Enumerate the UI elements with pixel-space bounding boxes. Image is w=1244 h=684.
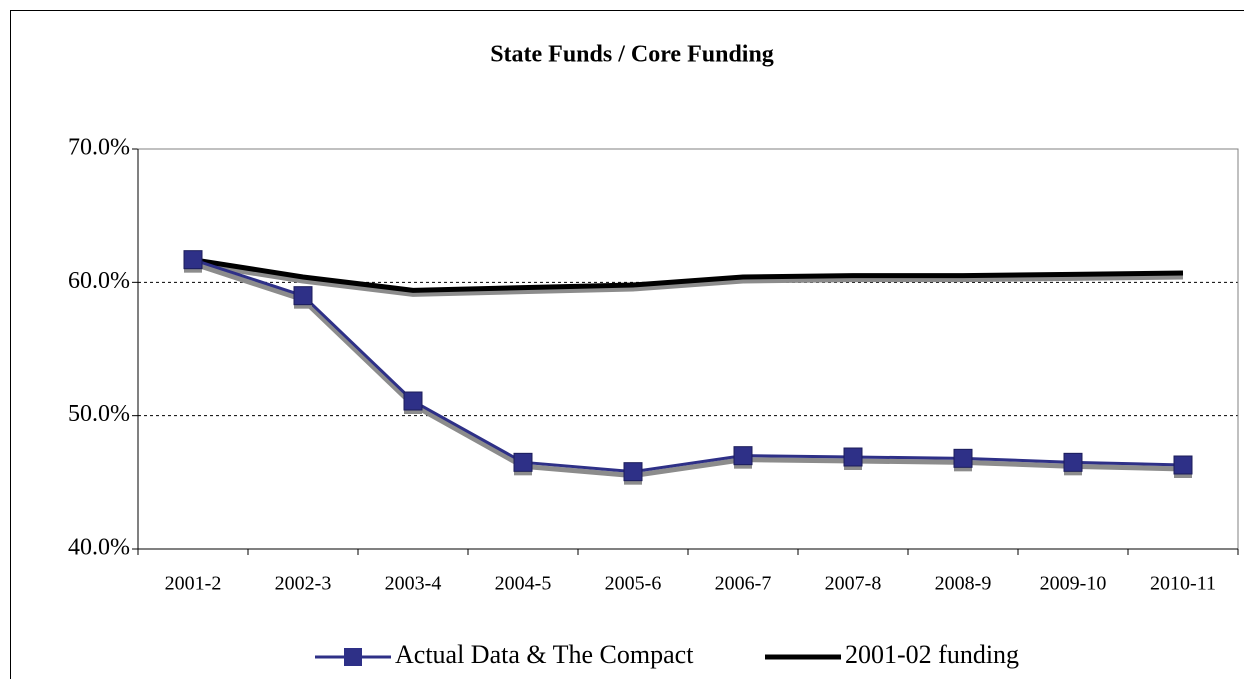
y-tick-label: 70.0%: [68, 135, 130, 161]
marker: [844, 448, 862, 466]
x-tick-label: 2003-4: [385, 573, 442, 595]
x-tick-label: 2001-2: [165, 573, 222, 595]
marker: [954, 449, 972, 467]
x-tick-label: 2006-7: [715, 573, 772, 595]
y-tick-label: 50.0%: [68, 401, 130, 427]
x-tick-label: 2009-10: [1040, 573, 1107, 595]
chart-title: State Funds / Core Funding: [490, 42, 774, 68]
x-tick-label: 2007-8: [825, 573, 882, 595]
x-tick-label: 2008-9: [935, 573, 992, 595]
marker: [184, 251, 202, 269]
y-tick-label: 40.0%: [68, 535, 130, 561]
marker: [1064, 453, 1082, 471]
marker: [404, 392, 422, 410]
x-tick-label: 2005-6: [605, 573, 662, 595]
marker: [624, 463, 642, 481]
x-tick-label: 2002-3: [275, 573, 332, 595]
marker: [1174, 456, 1192, 474]
marker: [294, 287, 312, 305]
legend-label: 2001-02 funding: [845, 640, 1019, 669]
marker: [734, 447, 752, 465]
legend-marker: [344, 648, 362, 666]
legend-label: Actual Data & The Compact: [395, 640, 694, 669]
x-tick-label: 2004-5: [495, 573, 552, 595]
y-tick-label: 60.0%: [68, 268, 130, 294]
x-tick-label: 2010-11: [1150, 573, 1216, 595]
plot-area: [138, 149, 1238, 549]
marker: [514, 453, 532, 471]
